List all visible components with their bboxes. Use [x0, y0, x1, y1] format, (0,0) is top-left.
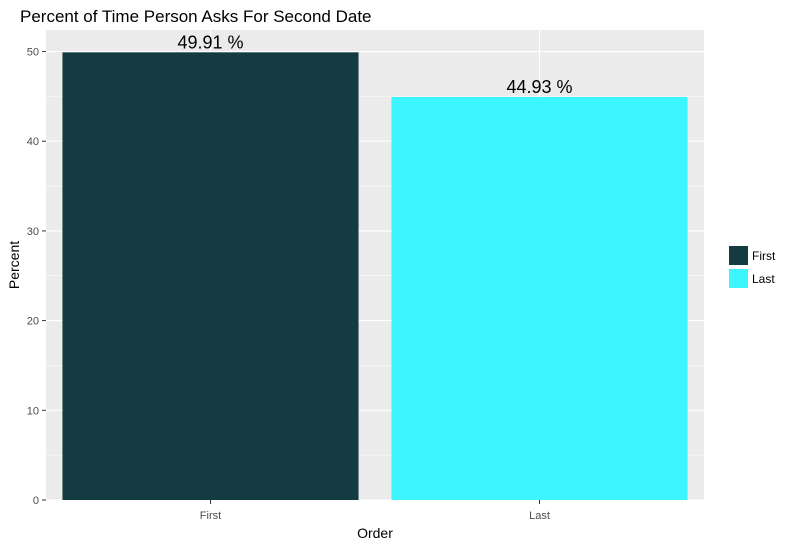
bar-first: [62, 52, 359, 500]
y-tick-label: 30: [27, 226, 39, 238]
x-axis-title: Order: [357, 525, 393, 541]
y-tick-label: 20: [27, 316, 39, 328]
data-labels: 49.91 % 44.93 %: [177, 32, 572, 97]
bars: [62, 52, 688, 501]
y-axis-title: Percent: [6, 241, 22, 289]
chart-title: Percent of Time Person Asks For Second D…: [20, 7, 372, 26]
legend-swatch-first: [729, 246, 748, 265]
y-tick-label: 0: [33, 495, 39, 507]
x-tick-label: Last: [529, 510, 550, 522]
bar-last: [391, 97, 688, 501]
legend-swatch-last: [729, 269, 748, 288]
legend: First Last: [729, 246, 776, 288]
y-tick-label: 10: [27, 405, 39, 417]
y-tick-label: 50: [27, 47, 39, 59]
y-axis: 0 10 20 30 40 50: [27, 47, 46, 507]
legend-label-last: Last: [752, 272, 775, 286]
x-axis: First Last: [200, 500, 550, 522]
data-label-first: 49.91 %: [177, 32, 243, 52]
legend-label-first: First: [752, 249, 776, 263]
data-label-last: 44.93 %: [506, 77, 572, 97]
y-tick-label: 40: [27, 136, 39, 148]
x-tick-label: First: [200, 510, 221, 522]
